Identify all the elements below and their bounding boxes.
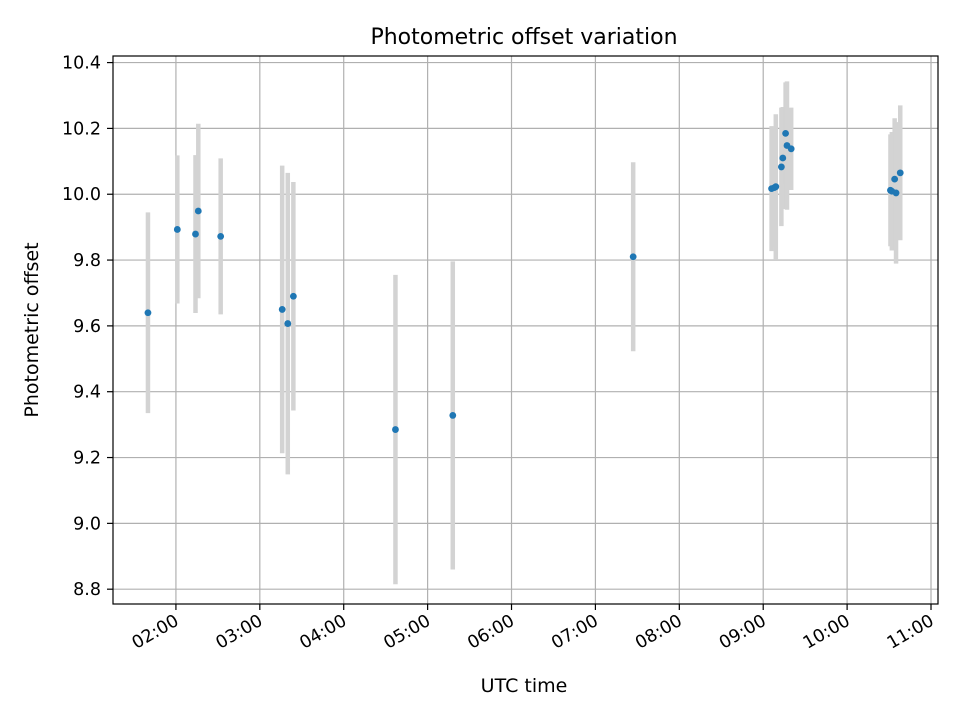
plot-area-frame — [112, 55, 939, 605]
y-tick-label: 10.2 — [62, 119, 101, 139]
data-point — [194, 207, 202, 215]
chart-title: Photometric offset variation — [370, 25, 677, 50]
data-point — [787, 145, 795, 153]
y-tick-label: 9.8 — [73, 251, 101, 271]
data-point — [891, 175, 899, 183]
data-point — [629, 253, 637, 261]
data-point — [217, 232, 225, 240]
data-point — [782, 129, 789, 137]
data-point — [278, 306, 286, 313]
data-point — [289, 292, 297, 300]
y-axis-ticks: 8.8 9.0 9.2 9.4 9.6 9.8 10.0 10.2 10.4 — [62, 54, 113, 600]
x-axis-label: UTC time — [481, 675, 568, 697]
y-tick-label: 10.4 — [62, 54, 101, 74]
data-point — [449, 412, 457, 419]
y-tick-label: 8.8 — [73, 580, 101, 600]
data-point — [892, 189, 900, 197]
data-point — [392, 426, 399, 433]
y-tick-label: 9.0 — [73, 514, 101, 534]
data-point — [284, 320, 292, 327]
data-point — [896, 169, 904, 177]
y-tick-label: 10.0 — [62, 185, 101, 205]
y-tick-label: 9.4 — [73, 383, 101, 403]
data-point — [144, 309, 152, 317]
grid — [113, 56, 938, 604]
data-point — [772, 183, 780, 191]
data-point — [173, 226, 181, 233]
y-tick-label: 9.6 — [73, 317, 101, 337]
y-tick-label: 9.2 — [73, 449, 101, 469]
y-axis-label: Photometric offset — [21, 242, 43, 417]
data-points — [144, 129, 904, 433]
data-point — [779, 154, 787, 162]
data-point — [777, 163, 785, 171]
data-point — [192, 230, 199, 238]
